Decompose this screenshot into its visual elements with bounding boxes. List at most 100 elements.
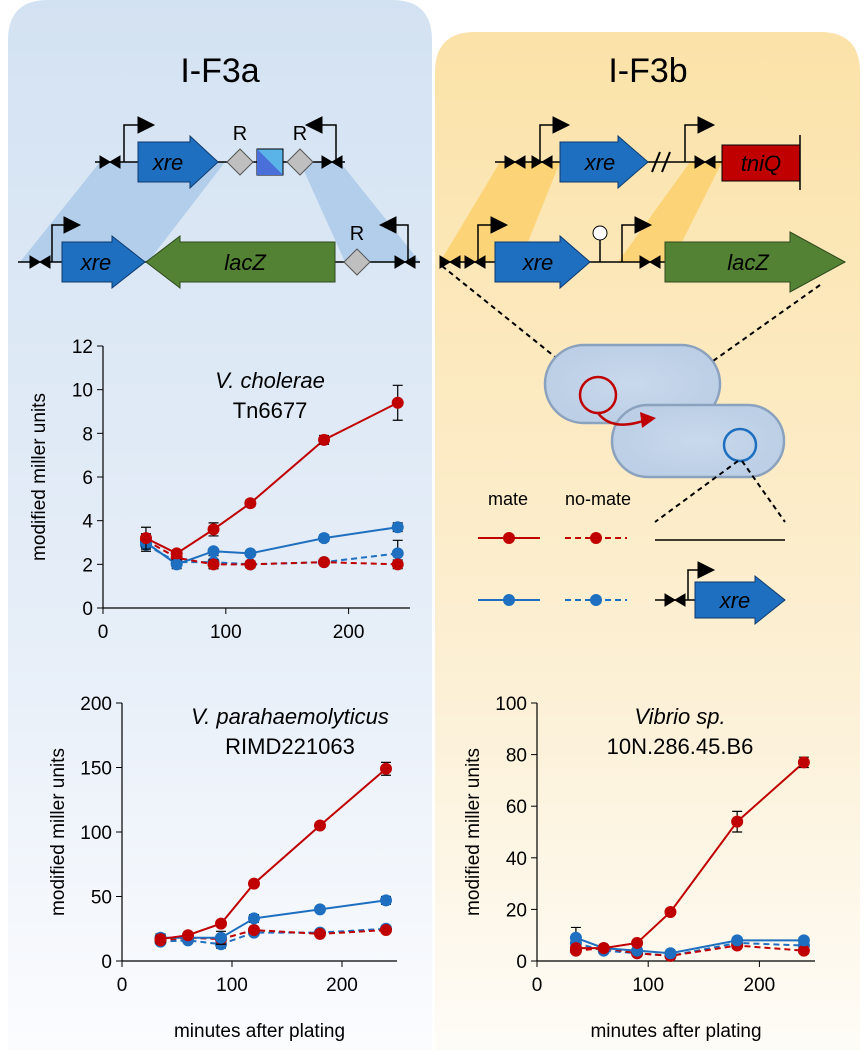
- data-point: [631, 936, 644, 949]
- data-point: [731, 815, 744, 828]
- y-tick-label: 4: [82, 512, 93, 533]
- chart-title: V. parahaemolyticus: [191, 704, 389, 729]
- data-point: [380, 762, 392, 775]
- legend-label: mate: [488, 489, 528, 509]
- data-point: [248, 924, 260, 937]
- gene-label: xre: [522, 250, 554, 275]
- data-point: [797, 944, 810, 957]
- data-point: [664, 947, 677, 960]
- y-tick-label: 8: [82, 424, 93, 445]
- legend-label: no-mate: [565, 489, 631, 509]
- data-point: [318, 433, 331, 446]
- x-tick-label: 0: [117, 975, 128, 996]
- data-point: [244, 547, 257, 560]
- y-tick-label: 60: [506, 797, 527, 818]
- data-point: [182, 929, 194, 942]
- chart-subtitle: Tn6677: [233, 398, 308, 423]
- data-point: [207, 545, 220, 558]
- chart-subtitle: RIMD221063: [225, 734, 355, 759]
- gene-label: xre: [719, 588, 751, 613]
- data-point: [207, 558, 220, 571]
- right-diagram: [439, 116, 847, 626]
- y-tick-label: 12: [72, 337, 93, 358]
- x-axis-label: minutes after plating: [590, 1021, 761, 1042]
- gene-label: xre: [80, 250, 112, 275]
- y-tick-label: 50: [91, 888, 112, 909]
- data-point: [248, 877, 260, 890]
- x-tick-label: 200: [333, 622, 365, 643]
- data-point: [664, 905, 677, 918]
- chart-title: V. cholerae: [215, 368, 325, 393]
- legend-marker: [590, 532, 602, 544]
- y-tick-label: 80: [506, 746, 527, 767]
- gene-label: lacZ: [727, 250, 770, 275]
- gene-label: xre: [152, 150, 184, 175]
- x-tick-label: 100: [216, 975, 248, 996]
- y-tick-label: 100: [495, 694, 527, 715]
- data-point: [731, 934, 744, 947]
- y-axis-label: modified miller units: [48, 748, 69, 916]
- panel-title: I-F3a: [180, 52, 259, 90]
- x-tick-label: 100: [210, 622, 242, 643]
- legend: mate no-mate: [478, 489, 631, 606]
- series-line: [145, 539, 398, 566]
- data-point: [314, 927, 326, 940]
- chart-title: Vibrio sp.: [634, 704, 725, 729]
- data-point: [170, 547, 183, 560]
- data-point: [244, 558, 257, 571]
- data-point: [318, 532, 331, 545]
- data-point: [314, 903, 326, 916]
- x-tick-label: 0: [98, 622, 109, 643]
- legend-marker: [590, 594, 602, 606]
- site-label: R: [233, 123, 247, 145]
- legend-marker: [503, 532, 515, 544]
- y-tick-label: 40: [506, 849, 527, 870]
- site-label: R: [293, 123, 307, 145]
- data-point: [215, 917, 227, 930]
- left-diagram: [18, 116, 420, 290]
- panel-title: I-F3b: [608, 52, 687, 90]
- data-point: [597, 942, 610, 955]
- data-point: [391, 558, 404, 571]
- data-point: [244, 497, 257, 510]
- gene-label: xre: [584, 150, 616, 175]
- y-tick-label: 0: [101, 952, 112, 973]
- y-axis-label: modified miller units: [463, 748, 484, 916]
- y-tick-label: 100: [80, 823, 112, 844]
- series-line: [145, 543, 398, 566]
- site-label: R: [350, 223, 364, 245]
- data-point: [391, 547, 404, 560]
- gene-label: tniQ: [741, 151, 781, 176]
- data-point: [318, 556, 331, 569]
- data-point: [139, 532, 152, 545]
- data-point: [170, 558, 183, 571]
- y-tick-label: 0: [82, 599, 93, 620]
- y-tick-label: 10: [72, 381, 93, 402]
- x-tick-label: 0: [532, 975, 543, 996]
- y-tick-label: 150: [80, 759, 112, 780]
- data-point: [380, 924, 392, 937]
- y-tick-label: 0: [516, 952, 527, 973]
- y-tick-label: 20: [506, 900, 527, 921]
- y-tick-label: 2: [82, 555, 93, 576]
- x-tick-label: 200: [744, 975, 776, 996]
- data-point: [797, 934, 810, 947]
- legend-marker: [503, 594, 515, 606]
- data-point: [207, 523, 220, 536]
- data-point: [569, 931, 582, 944]
- data-point: [797, 756, 810, 769]
- y-tick-label: 200: [80, 694, 112, 715]
- data-point: [569, 942, 582, 955]
- x-axis-label: minutes after plating: [174, 1021, 345, 1042]
- chart-subtitle: 10N.286.45.B6: [607, 734, 754, 759]
- data-point: [154, 933, 167, 946]
- gene-label: lacZ: [224, 250, 267, 275]
- data-point: [391, 521, 404, 534]
- data-point: [314, 819, 326, 832]
- panel-bg: [435, 32, 860, 1050]
- x-tick-label: 100: [632, 975, 664, 996]
- data-point: [248, 912, 260, 925]
- data-point: [380, 894, 392, 907]
- data-point: [215, 931, 227, 944]
